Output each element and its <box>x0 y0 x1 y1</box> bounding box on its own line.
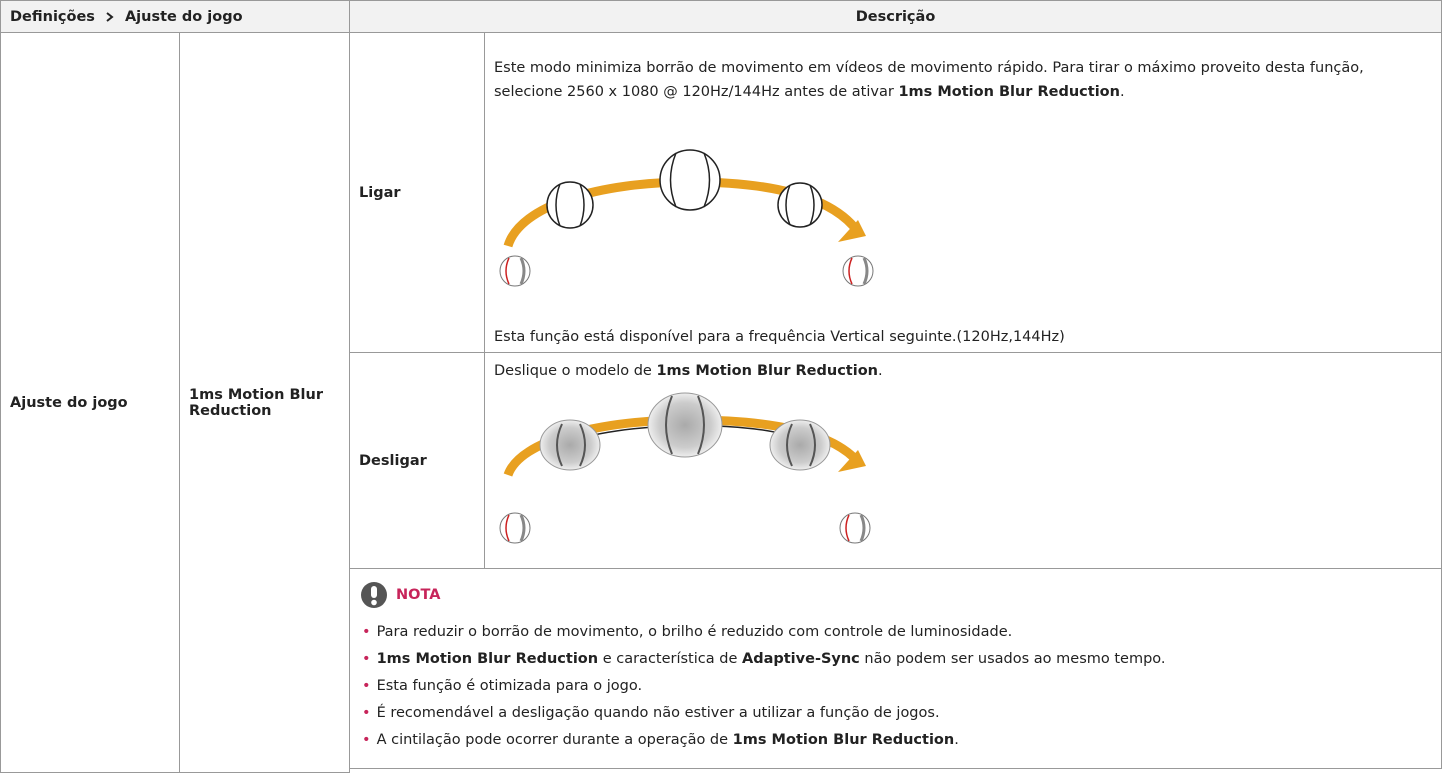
text: . <box>878 363 883 379</box>
note-header: NOTA <box>360 581 440 609</box>
bullet: • <box>362 651 371 667</box>
text: A cintilação pode ocorrer durante a oper… <box>376 732 733 748</box>
row-label-cell: Desligar <box>350 353 485 569</box>
setting: Ajuste do jogo <box>10 394 128 411</box>
header-cell: Descrição <box>350 0 1442 33</box>
bullet: • <box>362 732 371 748</box>
text: . <box>954 732 959 748</box>
header-cell: Definições Ajuste do jogo <box>0 0 350 33</box>
row-text: Deslique o modelo de 1ms Motion Blur Red… <box>494 363 883 379</box>
breadcrumb: Ajuste do jogo <box>124 8 243 25</box>
feature: 1ms Motion Blur Reduction <box>189 386 323 419</box>
text: não podem ser usados ao mesmo tempo. <box>859 651 1166 667</box>
bold-text: 1ms Motion Blur Reduction <box>376 651 599 667</box>
note-icon <box>361 582 387 608</box>
row-text: Este modo minimiza borrão de movimento e… <box>494 56 1414 104</box>
note-item: • 1ms Motion Blur Reduction e característ… <box>362 649 1166 669</box>
text: Este modo minimiza borrão de movimento e… <box>494 60 1364 100</box>
note-item: • Para reduzir o borrão de movimento, o b… <box>362 622 1012 642</box>
breadcrumb: Definições <box>10 8 95 25</box>
note-title: NOTA <box>396 587 441 603</box>
bold-text: 1ms Motion Blur Reduction <box>898 84 1120 100</box>
bold-text: 1ms Motion Blur Reduction <box>656 363 878 379</box>
row-label: Ligar <box>359 184 401 201</box>
bullet: • <box>362 705 371 721</box>
column-title: Descrição <box>855 8 936 25</box>
row-text-cell: Este modo minimiza borrão de movimento e… <box>485 33 1442 353</box>
row-label: Desligar <box>359 452 427 469</box>
bold-text: 1ms Motion Blur Reduction <box>732 732 955 748</box>
text: É recomendável a desligação quando não e… <box>376 705 940 721</box>
note-item: • É recomendável a desligação quando não … <box>362 703 940 723</box>
text: Esta função é otimizada para o jogo. <box>376 678 643 694</box>
row-footnote: Esta função está disponível para a frequ… <box>494 329 1065 345</box>
text: e característica de <box>598 651 742 667</box>
text: Para reduzir o borrão de movimento, o br… <box>376 624 1013 640</box>
note-item: • A cintilação pode ocorrer durante a ope… <box>362 730 959 750</box>
illustration-on <box>499 149 874 287</box>
bold-text: Adaptive-Sync <box>741 651 860 667</box>
bullet: • <box>362 678 371 694</box>
text: Deslique o modelo de <box>494 363 657 379</box>
illustration-off <box>499 392 871 544</box>
text: . <box>1119 84 1125 100</box>
note-item: • Esta função é otimizada para o jogo. <box>362 676 642 696</box>
row-label-cell: Ligar <box>350 33 485 353</box>
bullet: • <box>362 624 371 640</box>
breadcrumb-separator <box>106 11 114 22</box>
